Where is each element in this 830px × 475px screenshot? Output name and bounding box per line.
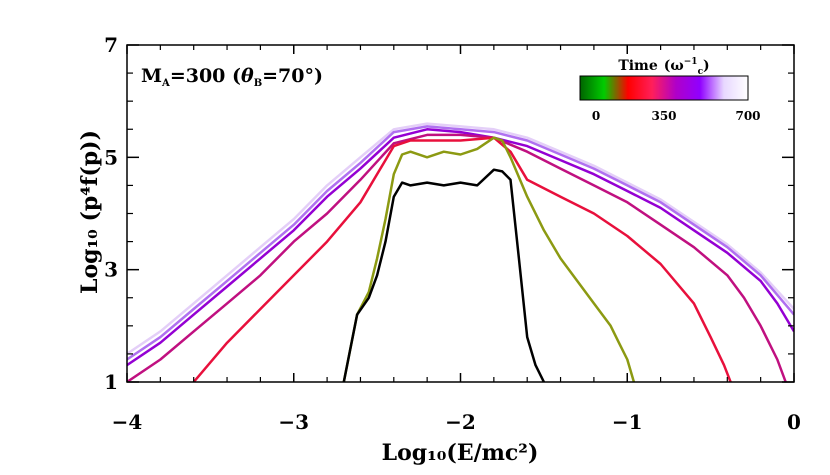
annotation-label: MA=300 (θB=70°)	[141, 65, 323, 89]
x-axis-label: Log₁₀(E/mc²)	[382, 440, 539, 466]
series-line-t5	[127, 125, 794, 361]
x-tick-label: −3	[278, 410, 309, 434]
x-tick-label: −2	[445, 410, 476, 434]
colorbar-gradient	[579, 75, 749, 101]
colorbar: Time (ω−1c) 0 350 700	[579, 57, 761, 123]
y-tick-label: 3	[104, 258, 118, 282]
series-layer	[127, 122, 794, 382]
axis-ticks: −4 −3 −2 −1 0 1 3 5 7	[104, 33, 801, 434]
colorbar-tick-label: 350	[651, 109, 676, 123]
y-tick-label: 7	[104, 33, 118, 57]
x-tick-label: −4	[112, 410, 143, 434]
colorbar-tick-label: 0	[592, 109, 600, 123]
colorbar-tick-label: 700	[735, 109, 760, 123]
y-axis-label: Log₁₀ (p⁴f(p))	[77, 130, 103, 294]
x-tick-label: 0	[787, 410, 801, 434]
series-line-t4	[127, 128, 794, 367]
series-line-t6	[127, 122, 794, 355]
y-tick-label: 1	[104, 370, 118, 394]
x-tick-label: −1	[612, 410, 643, 434]
y-tick-label: 5	[104, 145, 118, 169]
series-line-t0	[342, 168, 546, 382]
series-line-t1	[342, 136, 636, 382]
colorbar-title: Time (ω−1c)	[618, 57, 709, 77]
